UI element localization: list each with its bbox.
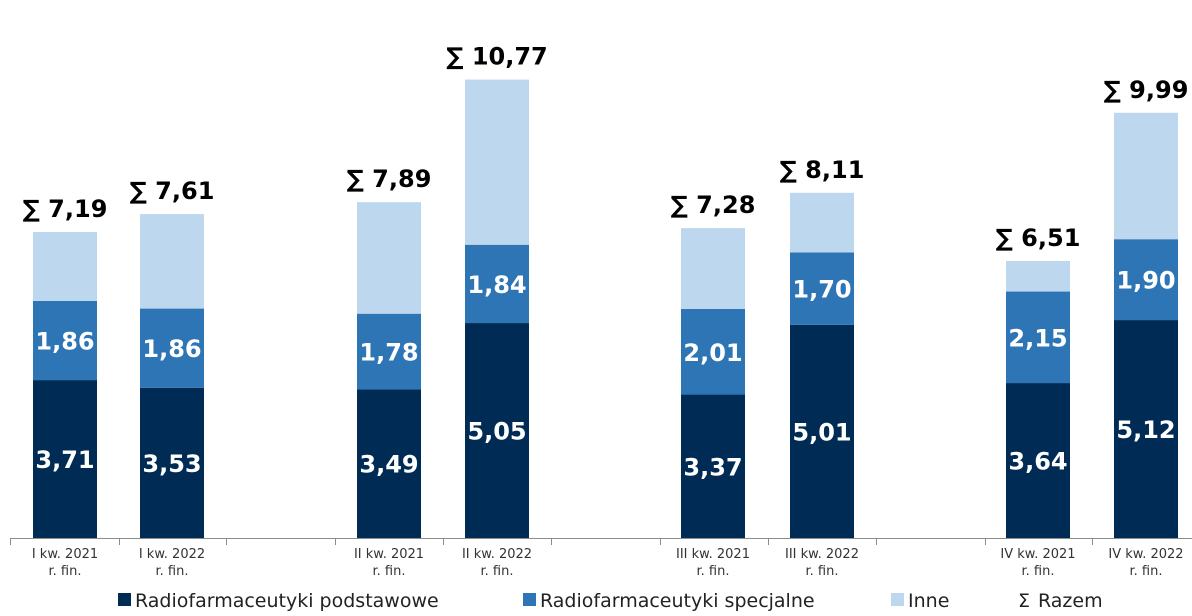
- x-axis: I kw. 2021 r. fin. I kw. 2022 r. fin. II kw.…: [10, 538, 1192, 579]
- bar-segment-1-1: [33, 380, 97, 538]
- bar-segment-2-4: [465, 244, 529, 324]
- total-labels-group: ∑ 7,19 ∑ 7,61 ∑ 7,89 ∑ 10,77 ∑ 7,28 ∑ 8,11 ∑ 6…: [23, 43, 1189, 252]
- total-value-label: ∑ 9,99: [1104, 76, 1189, 104]
- segment-value-label: 1,86: [142, 335, 201, 363]
- total-value-label: ∑ 7,19: [23, 195, 108, 223]
- bars-group: [33, 79, 1178, 538]
- bar-segment-3-1: [33, 231, 97, 301]
- segment-value-label: 3,53: [142, 450, 201, 478]
- bar-segment-2-1: [33, 300, 97, 381]
- segment-value-label: 3,37: [683, 453, 742, 481]
- segment-value-label: 5,05: [467, 418, 526, 446]
- bar-segment-2-6: [790, 252, 854, 325]
- total-value-label: ∑ 6,51: [996, 224, 1081, 252]
- legend-swatch: [523, 593, 536, 606]
- segment-value-label: 1,84: [467, 271, 526, 299]
- total-value-label: ∑ 7,28: [671, 191, 756, 219]
- bar-segment-2-3: [357, 313, 421, 390]
- legend-total-label: Razem: [1038, 590, 1103, 612]
- segment-value-label: 1,86: [35, 328, 94, 356]
- category-label: IV kw. 2021 r. fin.: [1000, 547, 1075, 579]
- segment-value-label: 2,01: [683, 339, 742, 367]
- category-label: III kw. 2022 r. fin.: [785, 547, 859, 579]
- legend: Radiofarmaceutyki podstawowe Radiofarmace…: [118, 590, 1103, 612]
- segment-value-label: 1,70: [792, 276, 851, 304]
- segment-value-label: 3,64: [1008, 448, 1067, 476]
- category-label: III kw. 2021 r. fin.: [676, 547, 750, 579]
- bar-segment-3-3: [357, 202, 421, 314]
- legend-swatch: [118, 593, 131, 606]
- segment-value-label: 3,49: [359, 451, 418, 479]
- bar-segment-3-2: [140, 214, 204, 309]
- bar-segment-3-6: [790, 192, 854, 253]
- legend-swatch: [891, 593, 904, 606]
- legend-total-symbol: Σ: [1018, 590, 1030, 612]
- category-label: I kw. 2021 r. fin.: [32, 547, 98, 579]
- segment-value-label: 3,71: [35, 446, 94, 474]
- category-label: IV kw. 2022 r. fin.: [1108, 547, 1183, 579]
- category-label: I kw. 2022 r. fin.: [139, 547, 205, 579]
- legend-entry-label: Radiofarmaceutyki specjalne: [540, 590, 815, 612]
- category-label: II kw. 2021 r. fin.: [354, 547, 424, 579]
- bar-segment-2-2: [140, 308, 204, 388]
- bar-segment-3-7: [1006, 260, 1070, 292]
- bar-segment-2-8: [1114, 239, 1178, 321]
- legend-entry-label: Inne: [908, 590, 949, 612]
- bar-segment-3-5: [681, 228, 745, 310]
- segment-labels-group: 3,71 1,86 3,53 1,86 3,49 1,78 5,05 1,84 3,37 2,01…: [35, 267, 1175, 482]
- category-label: II kw. 2022 r. fin.: [462, 547, 532, 579]
- segment-value-label: 1,78: [359, 339, 418, 367]
- bar-segment-1-2: [140, 387, 204, 538]
- bar-segment-1-6: [790, 324, 854, 538]
- bar-segment-1-7: [1006, 383, 1070, 538]
- bar-segment-1-3: [357, 389, 421, 538]
- bar-segment-3-4: [465, 79, 529, 245]
- total-value-label: ∑ 7,61: [130, 177, 215, 205]
- bar-segment-3-8: [1114, 112, 1178, 240]
- bar-segment-1-5: [681, 394, 745, 538]
- legend-entry-label: Radiofarmaceutyki podstawowe: [135, 590, 439, 612]
- bar-segment-1-8: [1114, 320, 1178, 538]
- total-value-label: ∑ 10,77: [446, 43, 548, 71]
- bar-segment-2-7: [1006, 291, 1070, 384]
- segment-value-label: 1,90: [1116, 267, 1175, 295]
- bar-segment-2-5: [681, 309, 745, 395]
- segment-value-label: 5,12: [1116, 416, 1175, 444]
- total-value-label: ∑ 8,11: [780, 156, 865, 184]
- segment-value-label: 5,01: [792, 418, 851, 446]
- bar-segment-1-4: [465, 323, 529, 538]
- segment-value-label: 2,15: [1008, 324, 1067, 352]
- total-value-label: ∑ 7,89: [347, 165, 432, 193]
